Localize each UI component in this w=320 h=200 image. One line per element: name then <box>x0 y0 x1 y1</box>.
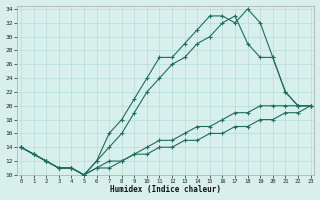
X-axis label: Humidex (Indice chaleur): Humidex (Indice chaleur) <box>110 185 221 194</box>
